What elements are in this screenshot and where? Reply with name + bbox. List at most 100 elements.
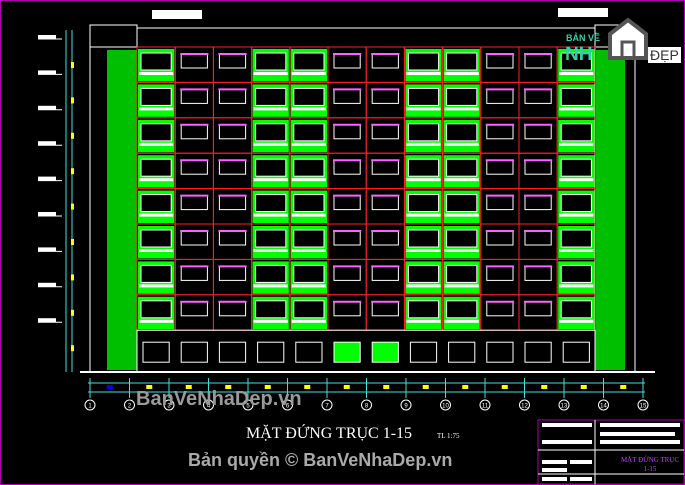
ground-opening — [371, 341, 399, 363]
window — [333, 301, 361, 317]
dim-marker — [71, 168, 74, 175]
title-block — [537, 419, 685, 485]
balcony-rail — [559, 72, 594, 75]
window — [486, 124, 514, 140]
window — [524, 195, 552, 211]
ground-opening — [524, 341, 552, 363]
axis-bubble — [637, 399, 649, 411]
dim-marker — [71, 274, 74, 281]
axis-label: 11 — [482, 404, 489, 410]
axis-bubble — [361, 399, 372, 411]
window — [333, 88, 361, 104]
copyright-text: Bản quyền © BanVeNhaDep.vn — [188, 450, 453, 470]
title-block-field — [542, 460, 567, 464]
logo-text-3: ĐẸP — [648, 47, 681, 63]
balcony-door — [446, 123, 478, 142]
balcony-rail — [253, 107, 288, 111]
balcony-door — [140, 123, 172, 142]
axis-label: 9 — [404, 404, 408, 410]
balcony-door — [140, 300, 172, 319]
balcony-door — [293, 158, 325, 177]
balcony-door — [293, 300, 325, 319]
window — [180, 265, 208, 281]
balcony-rail — [291, 213, 326, 217]
axis-bubble — [124, 399, 135, 411]
balcony-rail — [444, 213, 479, 217]
window — [218, 230, 247, 246]
axis-bubble — [203, 399, 214, 411]
logo-text-2: NH — [565, 44, 593, 65]
balcony-door — [293, 229, 325, 248]
level-label — [38, 141, 56, 146]
dim-marker — [264, 385, 271, 389]
balcony-rail — [291, 72, 326, 75]
note-label — [558, 8, 608, 17]
title-block-field — [600, 432, 675, 436]
window — [524, 230, 552, 246]
level-label — [38, 318, 56, 323]
balcony-door — [293, 52, 325, 71]
window — [333, 53, 361, 69]
dim-marker — [620, 385, 627, 389]
balcony-door — [255, 264, 287, 283]
balcony-door — [560, 194, 592, 213]
balcony-door — [140, 264, 172, 283]
balcony-rail — [139, 142, 174, 146]
balcony-rail — [139, 178, 174, 182]
balcony-rail — [444, 142, 479, 146]
dim-marker — [304, 385, 311, 389]
dim-marker — [106, 385, 113, 389]
window — [371, 159, 399, 175]
balcony-rail — [559, 213, 594, 217]
balcony-door — [407, 264, 440, 283]
ground-opening — [562, 341, 590, 363]
balcony-rail — [291, 249, 326, 252]
window — [524, 124, 552, 140]
ground-opening — [295, 341, 323, 363]
dim-marker — [580, 385, 587, 389]
ground-opening — [409, 341, 438, 363]
balcony-door — [293, 194, 325, 213]
window — [333, 265, 361, 281]
ground-opening — [257, 341, 285, 363]
window — [333, 195, 361, 211]
axis-bubble — [440, 399, 451, 411]
ground-floor — [136, 329, 596, 373]
window — [486, 265, 514, 281]
window — [333, 230, 361, 246]
level-label — [38, 35, 56, 39]
window — [218, 301, 247, 317]
window — [486, 301, 514, 317]
window — [180, 230, 208, 246]
axis-label: 13 — [561, 404, 568, 410]
level-label — [38, 247, 56, 252]
balcony-door — [560, 123, 592, 142]
level-label — [38, 105, 56, 110]
balcony-rail — [291, 319, 326, 323]
balcony-rail — [291, 107, 326, 111]
window — [218, 124, 247, 140]
balcony-door — [255, 158, 287, 177]
axis-bubble — [163, 399, 175, 411]
axis-label: 1 — [88, 404, 92, 410]
axis-bubble — [282, 399, 293, 411]
balcony-door — [560, 158, 592, 177]
balcony-rail — [406, 142, 441, 146]
balcony-door — [407, 229, 440, 248]
window — [180, 195, 208, 211]
balcony-door — [446, 229, 478, 248]
balcony-rail — [559, 249, 594, 252]
window — [180, 88, 208, 104]
dim-marker — [71, 309, 74, 316]
balcony-rail — [444, 319, 479, 323]
window — [218, 265, 247, 281]
window — [218, 53, 247, 69]
dim-marker — [501, 385, 508, 389]
balcony-door — [560, 264, 592, 283]
balcony-rail — [444, 284, 479, 288]
window — [180, 301, 208, 317]
window — [180, 53, 208, 69]
window — [524, 301, 552, 317]
dim-marker — [225, 385, 232, 389]
balcony-rail — [139, 319, 174, 323]
